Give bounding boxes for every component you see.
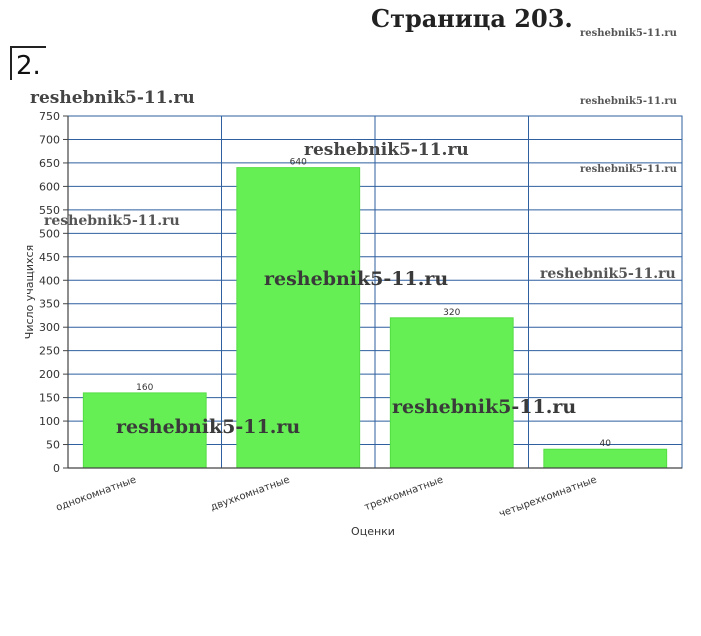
x-axis-label: Оценки bbox=[351, 525, 395, 538]
data-label: 320 bbox=[443, 308, 460, 318]
watermark: reshebnik5-11.ru bbox=[30, 88, 195, 108]
x-tick-label: двухкомнатные bbox=[209, 474, 291, 513]
bar bbox=[389, 317, 514, 469]
y-tick-label: 550 bbox=[39, 204, 60, 217]
x-tick-label: трехкомнатные bbox=[363, 474, 445, 513]
y-tick-label: 500 bbox=[39, 227, 60, 240]
y-tick-label: 600 bbox=[39, 180, 60, 193]
watermark: reshebnik5-11.ru bbox=[580, 28, 677, 39]
y-tick-label: 300 bbox=[39, 321, 60, 334]
data-label: 640 bbox=[290, 158, 307, 168]
y-tick-label: 350 bbox=[39, 298, 60, 311]
x-tick-label: однокомнатные bbox=[55, 474, 138, 513]
y-tick-label: 0 bbox=[53, 462, 60, 475]
watermark: reshebnik5-11.ru bbox=[580, 96, 677, 107]
watermark: reshebnik5-11.ru bbox=[264, 268, 449, 290]
axes bbox=[63, 115, 682, 469]
y-tick-label: 250 bbox=[39, 345, 60, 358]
watermark: reshebnik5-11.ru bbox=[540, 266, 676, 282]
watermark: reshebnik5-11.ru bbox=[392, 396, 577, 418]
task-number: 2. bbox=[10, 46, 46, 81]
data-label: 40 bbox=[600, 439, 612, 449]
y-tick-label: 400 bbox=[39, 274, 60, 287]
x-tick-label: четырехкомнатные bbox=[498, 474, 599, 520]
y-tick-label: 200 bbox=[39, 368, 60, 381]
bar bbox=[543, 448, 668, 469]
watermark: reshebnik5-11.ru bbox=[116, 416, 301, 438]
y-axis-label: Число учащихся bbox=[23, 245, 36, 339]
y-tick-label: 700 bbox=[39, 133, 60, 146]
page-title: Страница 203. bbox=[371, 4, 573, 33]
watermark: reshebnik5-11.ru bbox=[580, 164, 677, 175]
y-tick-label: 100 bbox=[39, 415, 60, 428]
y-tick-label: 650 bbox=[39, 157, 60, 170]
watermark: reshebnik5-11.ru bbox=[44, 213, 180, 229]
y-tick-label: 450 bbox=[39, 251, 60, 264]
data-label: 160 bbox=[136, 383, 153, 393]
watermark: reshebnik5-11.ru bbox=[304, 140, 469, 160]
y-tick-label: 50 bbox=[46, 439, 60, 452]
bar bbox=[236, 167, 361, 469]
y-tick-label: 750 bbox=[39, 110, 60, 123]
y-tick-label: 150 bbox=[39, 392, 60, 405]
